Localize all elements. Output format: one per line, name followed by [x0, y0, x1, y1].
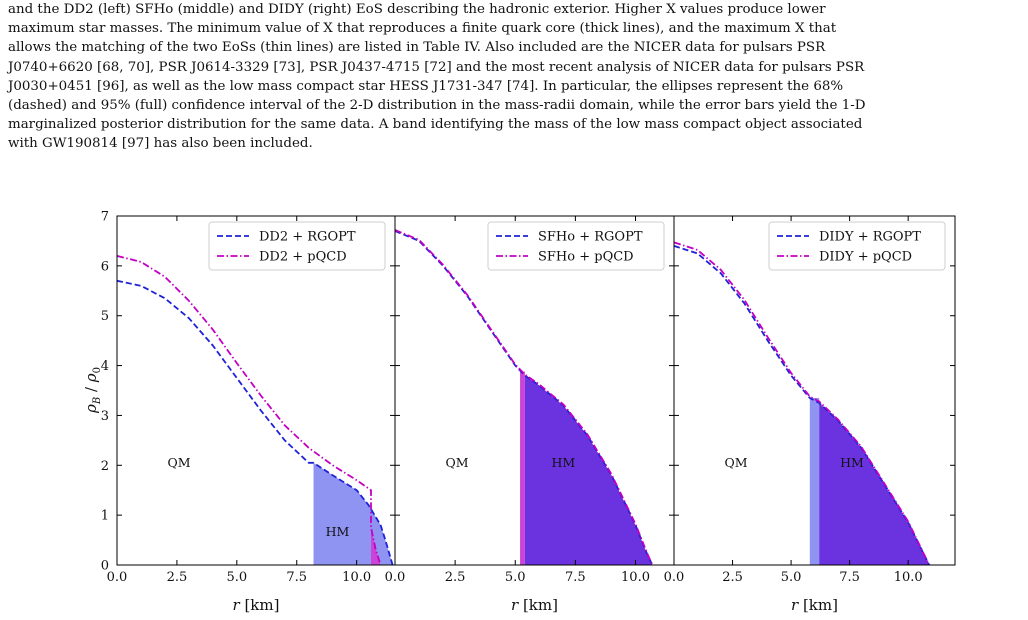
region-label-qm: QM	[724, 455, 747, 470]
legend: SFHo + RGOPT SFHo + pQCD	[487, 221, 665, 271]
x-tick-label: 2.5	[445, 570, 466, 585]
legend-box	[768, 221, 946, 271]
x-tick-label: 7.5	[565, 570, 586, 585]
caption-line: allows the matching of the two EoSs (thi…	[8, 40, 826, 56]
plot-area	[674, 241, 931, 565]
legend-label: DIDY + pQCD	[819, 250, 912, 265]
hm-region	[524, 375, 653, 565]
plot-area	[395, 229, 654, 565]
x-axis-label: r [km]	[511, 596, 558, 614]
hm-region-pqcd	[371, 490, 381, 565]
region-label-qm: QM	[445, 455, 468, 470]
x-tick-label: 10.0	[894, 570, 923, 585]
legend: DD2 + RGOPT DD2 + pQCD	[208, 221, 386, 271]
x-tick-label: 7.5	[839, 570, 860, 585]
legend-label: DD2 + pQCD	[259, 250, 347, 265]
x-tick-label: 0.0	[664, 570, 685, 585]
y-tick-label: 1	[101, 509, 109, 524]
x-tick-label: 10.0	[342, 570, 371, 585]
y-tick-label: 2	[101, 459, 109, 474]
legend-label: DIDY + RGOPT	[819, 230, 921, 245]
legend-label: SFHo + pQCD	[538, 250, 634, 265]
legend: DIDY + RGOPT DIDY + pQCD	[768, 221, 946, 271]
caption-line: with GW190814 [97] has also been include…	[8, 136, 313, 152]
region-label-qm: QM	[167, 455, 190, 470]
legend-label: DD2 + RGOPT	[259, 230, 356, 245]
x-tick-label: 0.0	[107, 570, 128, 585]
pqcd-curve	[117, 255, 382, 565]
caption-line: (dashed) and 95% (full) confidence inter…	[8, 98, 866, 114]
y-tick-label: 3	[101, 409, 109, 424]
caption-line: J0030+0451 [96], as well as the low mass…	[8, 78, 844, 94]
x-tick-label: 5.0	[505, 570, 526, 585]
x-tick-label: 2.5	[167, 570, 188, 585]
caption-line: and the DD2 (left) SFHo (middle) and DID…	[8, 2, 826, 17]
x-tick-label: 7.5	[286, 570, 307, 585]
region-label-hm: HM	[840, 455, 864, 470]
pqcd-curve	[674, 241, 931, 565]
y-tick-label: 4	[101, 359, 109, 374]
region-label-hm: HM	[552, 455, 576, 470]
axes-frame	[673, 215, 956, 566]
y-tick-label: 0	[101, 559, 109, 574]
x-tick-label: 10.0	[621, 570, 650, 585]
x-axis-label: r [km]	[791, 596, 838, 614]
caption-line: maximum star masses. The minimum value o…	[8, 21, 837, 37]
x-tick-label: 5.0	[781, 570, 802, 585]
y-tick-label: 5	[101, 309, 109, 324]
rgopt-curve	[117, 279, 394, 565]
x-axis-label: r [km]	[233, 596, 280, 614]
legend-box	[487, 221, 665, 271]
figure-caption: and the DD2 (left) SFHo (middle) and DID…	[8, 0, 1020, 154]
y-tick-label: 6	[101, 259, 109, 274]
legend-box	[208, 221, 386, 271]
x-tick-label: 5.0	[226, 570, 247, 585]
hm-boundary-band	[809, 397, 820, 565]
plot-area	[117, 255, 394, 565]
hm-boundary-band	[520, 371, 525, 565]
hm-region	[819, 402, 930, 565]
pqcd-curve	[395, 229, 654, 565]
x-tick-label: 2.5	[722, 570, 743, 585]
legend-label: SFHo + RGOPT	[538, 230, 643, 245]
y-axis-label: ρB / ρ0	[82, 367, 103, 414]
y-tick-label: 7	[101, 210, 109, 225]
caption-line: marginalized posterior distribution for …	[8, 117, 863, 133]
x-tick-label: 0.0	[385, 570, 406, 585]
region-label-hm: HM	[326, 524, 350, 539]
caption-line: J0740+6620 [68, 70], PSR J0614-3329 [73]…	[8, 59, 865, 75]
